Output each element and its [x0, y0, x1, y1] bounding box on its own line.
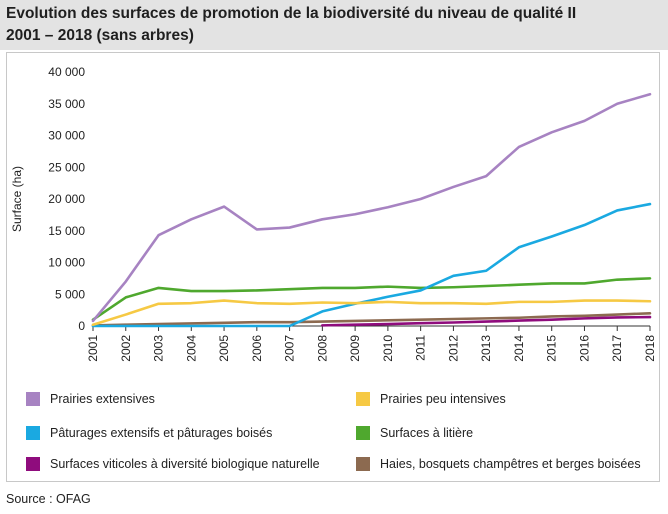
legend-swatch — [356, 392, 370, 406]
y-tick-label: 0 — [78, 319, 85, 333]
x-tick-label: 2016 — [577, 335, 591, 362]
x-tick-label: 2014 — [512, 335, 526, 362]
series-line — [91, 299, 652, 327]
legend-swatch — [26, 426, 40, 440]
legend-swatch — [356, 426, 370, 440]
x-tick-label: 2006 — [250, 335, 264, 362]
legend-label: Prairies extensives — [50, 392, 155, 406]
legend-item: Prairies peu intensives — [356, 392, 506, 406]
legend-label: Haies, bosquets champêtres et berges boi… — [380, 457, 641, 471]
legend-item: Pâturages extensifs et pâturages boisés — [26, 426, 272, 440]
x-tick-label: 2017 — [610, 335, 624, 362]
chart-subtitle: 2001 – 2018 (sans arbres) — [6, 27, 194, 44]
y-tick-label: 10 000 — [48, 256, 85, 270]
y-tick-label: 15 000 — [48, 224, 85, 238]
legend-label: Surfaces à litière — [380, 426, 474, 440]
x-tick-label: 2012 — [446, 335, 460, 362]
legend-label: Surfaces viticoles à diversité biologiqu… — [50, 457, 320, 471]
series-line — [91, 202, 652, 328]
x-tick-label: 2007 — [283, 335, 297, 362]
legend-label: Pâturages extensifs et pâturages boisés — [50, 426, 273, 440]
y-tick-label: 25 000 — [48, 160, 85, 174]
x-tick-label: 2018 — [643, 335, 657, 362]
x-tick-label: 2010 — [381, 335, 395, 362]
y-axis-label: Surface (ha) — [10, 166, 24, 232]
series-line — [321, 315, 652, 327]
chart-title: Evolution des surfaces de promotion de l… — [6, 5, 577, 22]
series-line — [91, 277, 652, 321]
series-line — [91, 92, 652, 323]
x-tick-label: 2011 — [414, 335, 428, 361]
x-tick-label: 2004 — [184, 335, 198, 362]
legend-item: Surfaces viticoles à diversité biologiqu… — [26, 457, 320, 471]
x-tick-label: 2008 — [315, 335, 329, 362]
x-tick-label: 2005 — [217, 335, 231, 362]
y-tick-label: 5 000 — [55, 287, 85, 301]
legend-item: Surfaces à litière — [356, 426, 473, 440]
legend-item: Prairies extensives — [26, 392, 155, 406]
legend-swatch — [356, 457, 370, 471]
y-tick-label: 20 000 — [48, 192, 85, 206]
source-note: Source : OFAG — [6, 492, 91, 506]
x-tick-label: 2002 — [119, 335, 133, 362]
chart-header: Evolution des surfaces de promotion de l… — [0, 0, 668, 50]
x-tick-label: 2013 — [479, 335, 493, 362]
series-line — [91, 312, 652, 327]
x-tick-label: 2001 — [86, 335, 100, 362]
y-tick-label: 35 000 — [48, 97, 85, 111]
legend-swatch — [26, 392, 40, 406]
legend-label: Prairies peu intensives — [380, 392, 506, 406]
chart-frame — [6, 52, 660, 482]
x-tick-label: 2003 — [152, 335, 166, 362]
x-tick-label: 2015 — [545, 335, 559, 362]
legend-item: Haies, bosquets champêtres et berges boi… — [356, 457, 641, 471]
legend-swatch — [26, 457, 40, 471]
y-tick-label: 40 000 — [48, 65, 85, 79]
y-tick-label: 30 000 — [48, 129, 85, 143]
x-tick-label: 2009 — [348, 335, 362, 362]
